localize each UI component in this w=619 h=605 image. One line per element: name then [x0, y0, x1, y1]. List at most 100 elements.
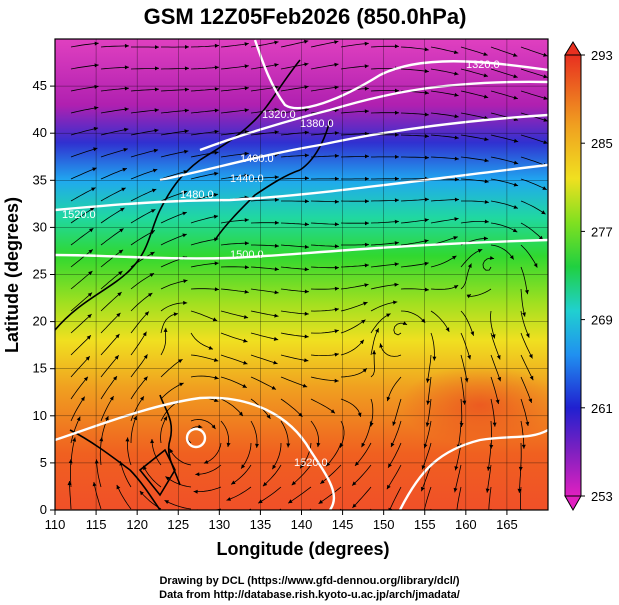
streamline-arrow	[538, 235, 544, 240]
streamline	[551, 421, 557, 448]
streamline-arrow	[470, 331, 475, 336]
streamline-arrow	[392, 421, 397, 426]
credit-drawing: Drawing by DCL (https://www.gfd-dennou.o…	[159, 575, 460, 587]
coast-korea-japan	[199, 59, 301, 161]
streamline	[130, 311, 150, 334]
streamline	[190, 288, 220, 290]
streamline-arrow	[304, 334, 309, 339]
streamlines	[67, 39, 565, 537]
streamline-arrow	[80, 396, 85, 401]
streamline	[340, 398, 362, 418]
streamline	[520, 90, 548, 100]
streamline-arrow	[121, 187, 126, 192]
streamline-arrow	[67, 481, 72, 486]
streamline	[250, 288, 279, 294]
streamline	[520, 420, 525, 449]
streamline-arrow	[561, 331, 565, 335]
streamline-arrow	[255, 443, 259, 448]
streamline-arrow	[274, 313, 279, 318]
streamline-arrow	[477, 249, 483, 253]
streamline	[520, 68, 548, 78]
streamline-arrow	[559, 420, 563, 425]
streamline	[130, 169, 158, 180]
streamline	[430, 46, 459, 54]
streamline	[421, 442, 432, 470]
streamline	[160, 327, 167, 356]
streamline-arrow	[214, 398, 219, 402]
streamline-arrow	[214, 150, 219, 155]
streamline-arrow	[334, 265, 339, 270]
streamline	[100, 249, 124, 268]
streamline	[520, 244, 538, 268]
streamline-arrow	[424, 287, 429, 292]
streamline	[190, 109, 219, 114]
streamline-arrow	[304, 289, 309, 294]
streamline-arrow	[124, 127, 129, 132]
streamline-arrow	[509, 255, 514, 260]
streamline	[100, 375, 118, 400]
streamline	[400, 68, 429, 72]
streamline	[551, 465, 552, 493]
streamline	[226, 486, 252, 501]
streamline-arrow	[183, 279, 188, 284]
streamline-arrow	[364, 41, 369, 46]
streamline-arrow	[208, 345, 213, 350]
streamline-arrow	[484, 200, 489, 204]
contour-label: 1500.0	[230, 249, 264, 261]
streamline-arrow	[244, 241, 249, 246]
streamline-arrow	[88, 271, 93, 276]
colorbar-tick-label: 285	[591, 136, 613, 151]
streamline	[160, 67, 190, 70]
contour-1440	[159, 113, 548, 182]
streamline-arrow	[424, 112, 429, 117]
streamline	[100, 270, 123, 290]
streamline	[490, 178, 519, 187]
streamline	[387, 442, 402, 469]
streamline-arrow	[242, 384, 247, 388]
streamline-arrow	[453, 487, 458, 493]
streamline-arrow	[214, 129, 219, 134]
streamline	[488, 486, 492, 510]
streamline-arrow	[151, 188, 157, 193]
streamline	[454, 464, 462, 493]
streamline	[551, 267, 565, 292]
streamline	[240, 442, 252, 469]
streamline	[99, 437, 103, 466]
streamline-arrow	[365, 199, 369, 204]
streamline-arrow	[335, 176, 339, 181]
streamline	[486, 464, 492, 493]
streamline	[160, 279, 188, 290]
streamline	[220, 310, 249, 319]
contour-label: 1320.0	[262, 109, 296, 121]
streamline-arrow	[543, 96, 548, 100]
streamline-arrow	[420, 486, 425, 492]
streamline	[70, 376, 89, 400]
streamline-arrow	[286, 443, 291, 448]
streamline-arrow	[334, 352, 339, 357]
streamline	[370, 242, 399, 246]
streamline-arrow	[424, 90, 429, 95]
x-tick-label: 125	[167, 517, 189, 532]
y-tick-label: 5	[40, 455, 47, 470]
streamline-arrow	[555, 532, 559, 536]
streamline-arrow	[76, 416, 81, 422]
streamline	[400, 239, 429, 246]
streamline-arrow	[92, 482, 97, 487]
streamline-arrow	[454, 114, 459, 119]
streamline-arrow	[483, 236, 488, 241]
streamline-arrow	[274, 63, 279, 67]
streamline	[250, 332, 279, 341]
streamline	[310, 376, 339, 382]
streamline	[340, 155, 370, 158]
streamline-arrow	[86, 335, 91, 340]
streamline-arrow	[541, 210, 546, 215]
streamline-arrow	[453, 236, 458, 240]
coastline	[55, 59, 331, 510]
streamline-arrow	[288, 499, 293, 504]
streamline-arrow	[334, 85, 339, 90]
streamline-arrow	[459, 533, 463, 537]
streamline	[100, 108, 129, 114]
streamline	[160, 170, 188, 180]
streamline-arrow	[394, 219, 399, 224]
streamline	[310, 308, 339, 312]
